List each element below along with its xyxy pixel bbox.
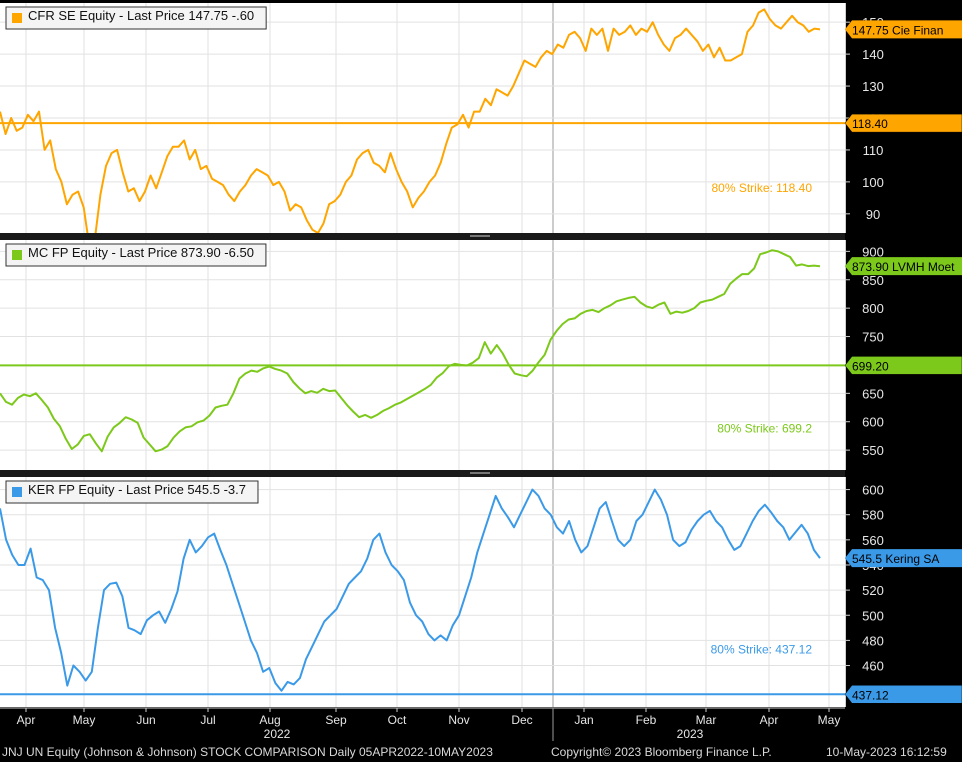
legend-swatch [12,13,22,23]
footer-security-info: JNJ UN Equity (Johnson & Johnson) STOCK … [2,745,493,759]
price-series-line [0,8,821,247]
y-tick-label: 110 [863,143,884,158]
x-year-label: 2022 [264,727,291,741]
comparison-chart: 80% Strike: 118.40 CFR SE Equity - Last P… [0,3,962,741]
right-axis [845,240,962,470]
legend: KER FP Equity - Last Price 545.5 -3.7 [5,480,259,504]
price-series-line [0,249,821,453]
panel-3: 80% Strike: 437.12 KER FP Equity - Last P… [0,477,962,707]
y-tick-label: 460 [862,659,884,674]
x-tick-label: May [818,713,841,727]
strike-annotation: 80% Strike: 437.12 [711,642,813,656]
strike-flag [844,113,962,133]
last-price-flag [845,257,962,276]
panel-divider [0,470,845,477]
strike-annotation: 80% Strike: 699.2 [717,421,812,435]
strike-flag [844,356,962,375]
y-tick-label: 100 [862,175,884,190]
right-axis [845,477,962,707]
panel-1: 80% Strike: 118.40 CFR SE Equity - Last P… [0,3,962,247]
y-tick-label: 600 [862,415,884,430]
x-tick-label: Nov [448,713,469,727]
legend-box [5,6,267,30]
y-tick-label: 750 [862,330,884,345]
legend-swatch [12,487,22,497]
last-price-label: 545.5 Kering SA [852,552,939,566]
y-tick-label: 480 [862,633,884,648]
strike-flag-label: 699.20 [852,359,889,373]
x-tick-label: Dec [511,713,532,727]
x-tick-label: Aug [259,713,280,727]
y-tick-label: 500 [862,608,884,623]
plot-area [0,477,845,707]
panel-2: 80% Strike: 699.2 MC FP Equity - Last Pri… [0,240,962,477]
legend-swatch [12,250,22,260]
x-tick-label: Jul [200,713,215,727]
footer-timestamp: 10-May-2023 16:12:59 [826,745,947,759]
legend: MC FP Equity - Last Price 873.90 -6.50 [5,243,267,267]
x-tick-label: Oct [388,713,407,727]
y-tick-label: 900 [862,244,884,259]
legend-box [5,480,259,504]
y-tick-label: 520 [862,583,884,598]
last-price-label: 873.90 LVMH Moet [852,260,955,274]
x-tick-label: Mar [696,713,717,727]
x-tick-label: Apr [17,713,36,727]
legend-box [5,243,267,267]
last-price-label: 147.75 Cie Finan [852,23,943,37]
x-tick-label: Sep [325,713,347,727]
x-tick-label: Apr [760,713,779,727]
x-axis: Apr May Jun Jul Aug Sep Oct Nov Dec Jan Feb Mar Apr M… [0,707,845,741]
y-tick-label: 90 [866,207,880,222]
y-tick-label: 580 [862,508,884,523]
last-price-flag [845,549,962,568]
legend-text: KER FP Equity - Last Price 545.5 -3.7 [28,482,246,497]
x-tick-label: Feb [636,713,657,727]
legend: CFR SE Equity - Last Price 147.75 -.60 [5,6,267,30]
y-tick-label: 140 [862,47,884,62]
last-price-flag [845,20,962,39]
y-tick-label: 800 [862,301,884,316]
legend-text: MC FP Equity - Last Price 873.90 -6.50 [28,245,254,260]
y-tick-label: 850 [862,273,884,288]
price-series-line [0,488,821,692]
x-tick-label: Jun [136,713,155,727]
strike-flag-label: 437.12 [852,688,889,702]
x-tick-label: Jan [574,713,593,727]
footer-bar: JNJ UN Equity (Johnson & Johnson) STOCK … [0,741,962,762]
y-tick-label: 560 [862,533,884,548]
x-tick-label: May [73,713,96,727]
y-tick-label: 550 [862,443,884,458]
x-year-label: 2023 [677,727,704,741]
legend-text: CFR SE Equity - Last Price 147.75 -.60 [28,8,254,23]
strike-annotation: 80% Strike: 118.40 [711,181,812,195]
y-tick-label: 600 [862,483,884,498]
y-tick-label: 130 [862,79,884,94]
y-tick-label: 650 [862,386,884,401]
footer-copyright: Copyright© 2023 Bloomberg Finance L.P. [551,745,772,759]
strike-flag-label: 118.40 [852,117,888,131]
plot-area [0,240,845,470]
panel-divider [0,233,845,240]
strike-flag [844,685,962,704]
